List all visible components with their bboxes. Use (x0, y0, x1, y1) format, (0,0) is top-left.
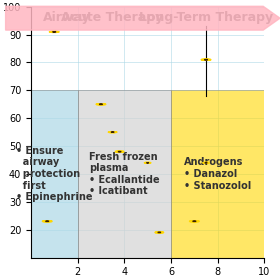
Ellipse shape (101, 104, 106, 105)
Text: Fresh frozen
plasma
• Ecallantide
• Icatibant: Fresh frozen plasma • Ecallantide • Icat… (89, 151, 160, 196)
Bar (171, 90, 264, 258)
Ellipse shape (98, 104, 103, 105)
Ellipse shape (207, 59, 211, 60)
Ellipse shape (52, 31, 57, 32)
Ellipse shape (43, 221, 47, 222)
Ellipse shape (145, 162, 147, 163)
Ellipse shape (122, 151, 124, 152)
Ellipse shape (201, 59, 204, 60)
Ellipse shape (115, 151, 118, 152)
Bar (31, 90, 78, 258)
Ellipse shape (96, 104, 101, 105)
Ellipse shape (195, 221, 199, 222)
Circle shape (158, 232, 161, 233)
Ellipse shape (155, 232, 159, 233)
Ellipse shape (48, 221, 52, 222)
Bar (78, 90, 171, 258)
Ellipse shape (45, 221, 50, 222)
Ellipse shape (190, 221, 194, 222)
Ellipse shape (155, 232, 157, 233)
Ellipse shape (113, 132, 116, 133)
Ellipse shape (50, 31, 54, 32)
FancyArrow shape (6, 6, 280, 30)
Ellipse shape (96, 104, 99, 105)
Ellipse shape (206, 162, 209, 163)
Text: • Ensure
  airway
  protection
  first
• Epinephrine: • Ensure airway protection first • Epine… (16, 146, 92, 202)
Text: Long-Term Therapy: Long-Term Therapy (139, 11, 273, 24)
Ellipse shape (109, 132, 112, 133)
Ellipse shape (55, 31, 59, 32)
Ellipse shape (192, 221, 197, 222)
Text: Acute Therapy: Acute Therapy (62, 11, 164, 24)
Ellipse shape (208, 59, 211, 60)
Text: Androgens
• Danazol
• Stanozolol: Androgens • Danazol • Stanozolol (184, 157, 251, 190)
Ellipse shape (103, 104, 106, 105)
Ellipse shape (148, 162, 151, 163)
Ellipse shape (203, 162, 206, 163)
Ellipse shape (202, 59, 206, 60)
Ellipse shape (161, 232, 164, 233)
Circle shape (118, 151, 121, 152)
Text: Airway: Airway (43, 11, 90, 24)
Ellipse shape (160, 232, 163, 233)
